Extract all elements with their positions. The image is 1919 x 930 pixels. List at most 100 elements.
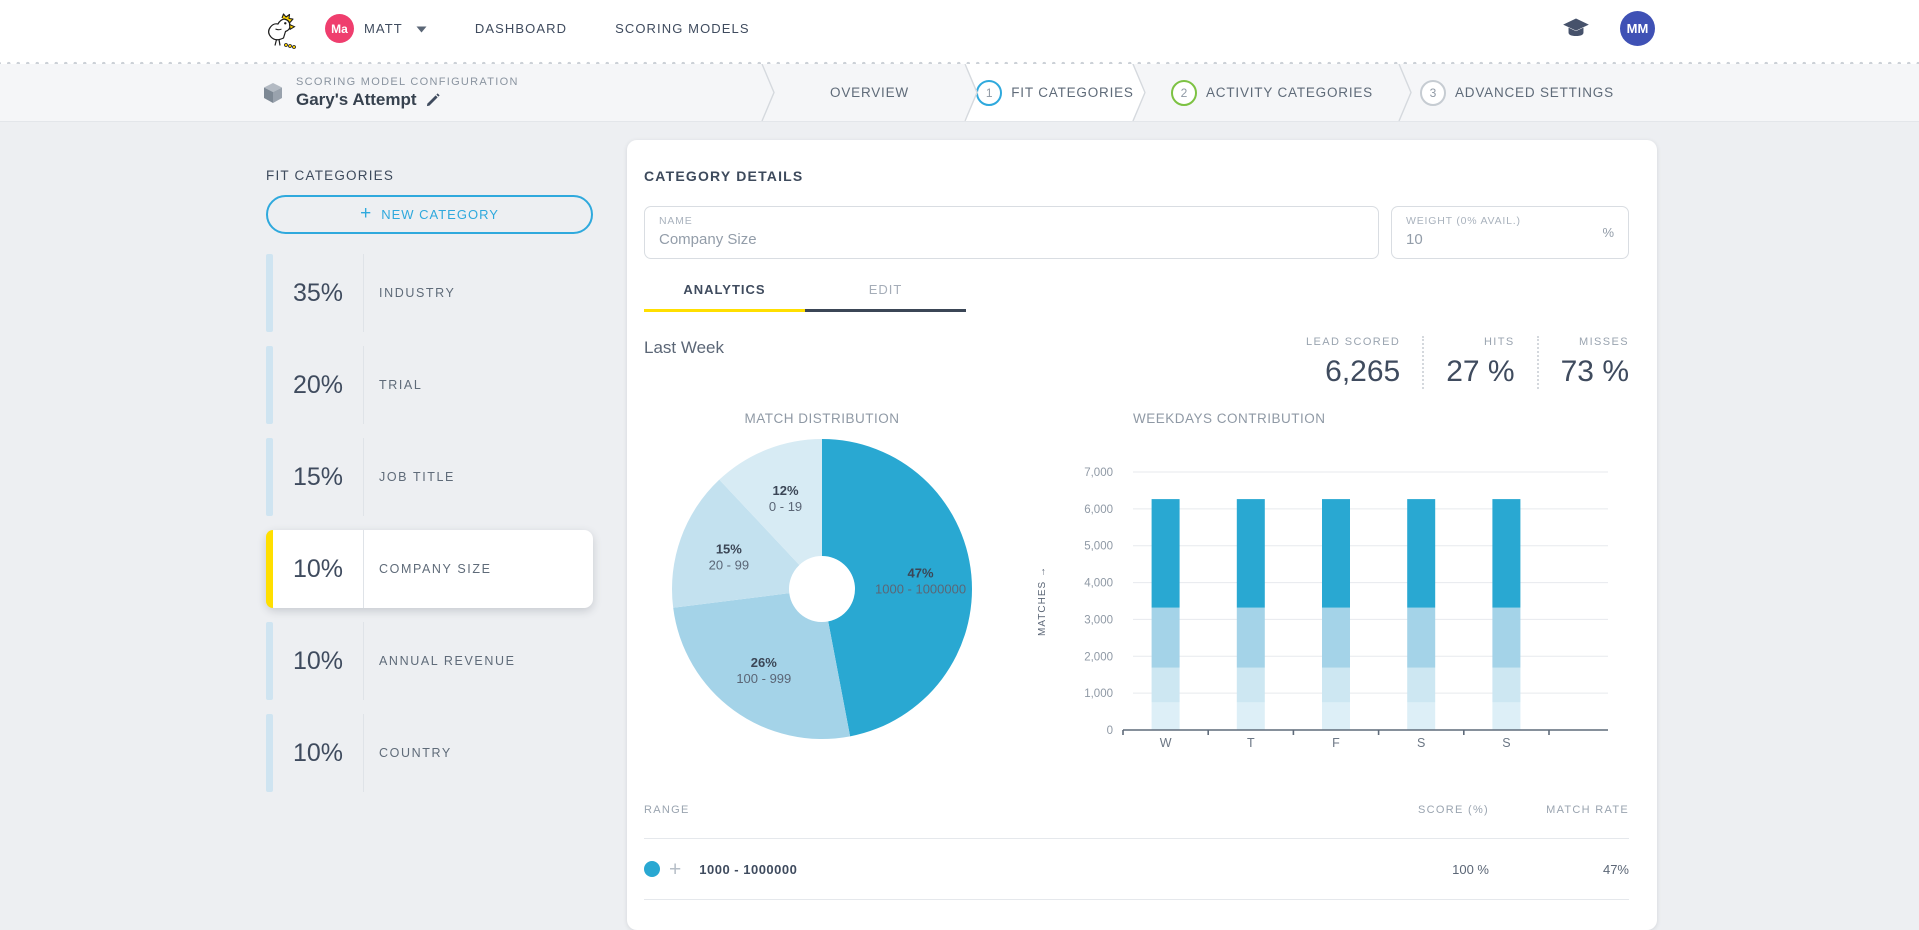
category-accent-bar <box>266 622 273 700</box>
header-match-rate: MATCH RATE <box>1489 804 1629 816</box>
stat-lead-scored: LEAD SCORED 6,265 <box>1284 336 1422 389</box>
bar-segment <box>1152 668 1180 703</box>
chevron-down-icon[interactable] <box>416 26 427 33</box>
card-title: CATEGORY DETAILS <box>644 168 1629 184</box>
bar-segment <box>1407 702 1435 730</box>
category-accent-bar <box>266 254 273 332</box>
cube-icon <box>263 82 283 104</box>
category-weight: 20% <box>273 346 363 424</box>
bar-segment <box>1152 608 1180 668</box>
bar-segment <box>1407 499 1435 608</box>
score-value: 100 % <box>1329 862 1489 877</box>
nav-link-dashboard[interactable]: DASHBOARD <box>475 21 567 36</box>
account-avatar[interactable]: MM <box>1620 11 1655 46</box>
sidebar-item-trial[interactable]: 20% TRIAL <box>266 346 593 424</box>
step-chevron-separator <box>761 64 775 121</box>
user-menu[interactable]: MATT <box>364 21 403 36</box>
weekdays-contribution-chart: WEEKDAYS CONTRIBUTION 01,0002,0003,0004,… <box>1000 411 1629 754</box>
step-advanced-settings[interactable]: 3 ADVANCED SETTINGS <box>1412 64 1919 121</box>
sidebar-item-annual-revenue[interactable]: 10% ANNUAL REVENUE <box>266 622 593 700</box>
category-weight: 10% <box>273 714 363 792</box>
bar-segment <box>1322 499 1350 608</box>
tab-edit[interactable]: EDIT <box>805 282 966 312</box>
svg-text:5,000: 5,000 <box>1084 541 1113 553</box>
table-row: + 1000 - 1000000 100 % 47% <box>644 839 1629 899</box>
svg-text:0: 0 <box>1107 725 1113 737</box>
name-field[interactable]: NAME <box>644 206 1379 259</box>
top-navbar: Ma MATT DASHBOARD SCORING MODELS MM <box>0 0 1919 57</box>
svg-text:100 - 999: 100 - 999 <box>736 671 791 686</box>
category-accent-bar <box>266 530 273 608</box>
model-name-title: Gary's Attempt <box>296 90 417 110</box>
svg-text:4,000: 4,000 <box>1084 578 1113 590</box>
bar-segment <box>1322 668 1350 703</box>
step-fit-categories[interactable]: 1 FIT CATEGORIES <box>964 64 1146 121</box>
sidebar-item-job-title[interactable]: 15% JOB TITLE <box>266 438 593 516</box>
category-list: 35% INDUSTRY 20% TRIAL 15% JOB TITLE 10%… <box>266 254 593 792</box>
category-accent-bar <box>266 714 273 792</box>
step-number-badge: 1 <box>976 80 1002 106</box>
nav-link-scoring-models[interactable]: SCORING MODELS <box>615 21 750 36</box>
bar-segment <box>1237 668 1265 703</box>
step-overview[interactable]: OVERVIEW <box>775 64 964 121</box>
step-label: FIT CATEGORIES <box>1011 85 1133 100</box>
new-category-button[interactable]: + NEW CATEGORY <box>266 195 593 234</box>
bar-segment <box>1152 702 1180 730</box>
svg-text:20 - 99: 20 - 99 <box>709 557 749 572</box>
stat-misses: MISSES 73 % <box>1537 336 1629 389</box>
donut-chart: 47%1000 - 100000026%100 - 99915%20 - 991… <box>644 434 1000 754</box>
wizard-steps: OVERVIEW 1 FIT CATEGORIES 2 ACTIVITY CAT… <box>761 64 1919 121</box>
stat-value: 27 % <box>1446 355 1514 389</box>
stat-value: 73 % <box>1561 355 1629 389</box>
sidebar-item-country[interactable]: 10% COUNTRY <box>266 714 593 792</box>
tab-analytics[interactable]: ANALYTICS <box>644 282 805 312</box>
bar-segment <box>1237 499 1265 608</box>
field-row: NAME WEIGHT (0% AVAIL.) % <box>644 206 1629 259</box>
category-weight: 15% <box>273 438 363 516</box>
weight-input[interactable] <box>1406 231 1602 248</box>
svg-text:3,000: 3,000 <box>1084 614 1113 626</box>
step-label: ACTIVITY CATEGORIES <box>1206 85 1373 100</box>
name-input[interactable] <box>659 231 1364 248</box>
svg-text:47%: 47% <box>908 566 934 581</box>
bar-segment <box>1492 668 1520 703</box>
step-number-badge: 2 <box>1171 80 1197 106</box>
category-weight: 10% <box>273 530 363 608</box>
graduation-cap-icon[interactable] <box>1562 16 1590 42</box>
bar-segment <box>1492 499 1520 608</box>
step-chevron-separator <box>964 64 978 121</box>
fit-categories-sidebar: FIT CATEGORIES + NEW CATEGORY 35% INDUST… <box>266 168 593 806</box>
donut-chart-title: MATCH DISTRIBUTION <box>644 411 1000 426</box>
bar-segment <box>1322 608 1350 668</box>
step-label: ADVANCED SETTINGS <box>1455 85 1614 100</box>
weight-field-label: WEIGHT (0% AVAIL.) <box>1406 215 1602 227</box>
step-activity-categories[interactable]: 2 ACTIVITY CATEGORIES <box>1146 64 1398 121</box>
svg-text:W: W <box>1160 736 1172 750</box>
bar-segment <box>1152 499 1180 608</box>
weight-field[interactable]: WEIGHT (0% AVAIL.) % <box>1391 206 1629 259</box>
bar-segment <box>1407 668 1435 703</box>
range-table: RANGE SCORE (%) MATCH RATE + 1000 - 1000… <box>644 774 1629 900</box>
sidebar-item-company-size[interactable]: 10% COMPANY SIZE <box>266 530 593 608</box>
bar-segment <box>1407 608 1435 668</box>
svg-text:S: S <box>1502 736 1510 750</box>
madkudu-chicken-logo[interactable] <box>263 11 299 49</box>
sidebar-item-industry[interactable]: 35% INDUSTRY <box>266 254 593 332</box>
step-label: OVERVIEW <box>830 85 909 100</box>
category-weight: 10% <box>273 622 363 700</box>
sidebar-title: FIT CATEGORIES <box>266 168 593 183</box>
stat-label: MISSES <box>1561 336 1629 348</box>
stat-label: HITS <box>1446 336 1514 348</box>
expand-plus-icon[interactable]: + <box>669 859 681 880</box>
step-chevron-separator <box>1398 64 1412 121</box>
step-chevron-separator <box>1132 64 1146 121</box>
svg-text:S: S <box>1417 736 1425 750</box>
percent-suffix: % <box>1602 225 1614 240</box>
user-avatar[interactable]: Ma <box>325 14 354 43</box>
svg-text:1000 - 1000000: 1000 - 1000000 <box>875 582 966 597</box>
category-name: TRIAL <box>364 346 593 424</box>
match-distribution-chart: MATCH DISTRIBUTION 47%1000 - 100000026%1… <box>644 411 1000 754</box>
category-weight: 35% <box>273 254 363 332</box>
stacked-bar-chart: 01,0002,0003,0004,0005,0006,0007,000WTFS… <box>1000 434 1620 754</box>
edit-pencil-icon[interactable] <box>425 92 441 108</box>
